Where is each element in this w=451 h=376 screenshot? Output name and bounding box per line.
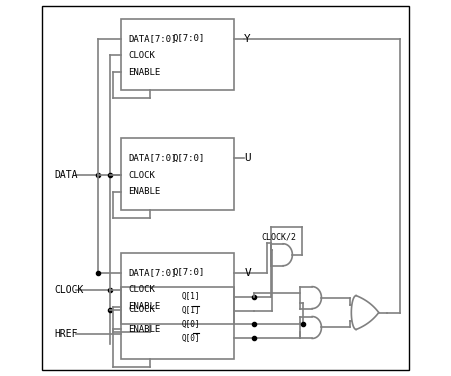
Text: HREF: HREF: [55, 329, 78, 340]
Text: Q[7:0]: Q[7:0]: [172, 34, 204, 43]
Text: Q[7:0]: Q[7:0]: [172, 268, 204, 277]
Text: DATA: DATA: [55, 170, 78, 180]
Text: CLOCK: CLOCK: [128, 171, 155, 180]
Text: Q[0]: Q[0]: [182, 334, 200, 343]
Text: ENABLE: ENABLE: [128, 325, 160, 334]
Text: DATA[7:0]: DATA[7:0]: [128, 34, 176, 43]
Text: CLOCK: CLOCK: [128, 285, 155, 294]
Text: Q[7:0]: Q[7:0]: [172, 154, 204, 162]
Text: Q[1]: Q[1]: [182, 306, 200, 315]
Text: ENABLE: ENABLE: [128, 302, 160, 311]
Text: ENABLE: ENABLE: [128, 188, 160, 197]
Text: DATA[7:0]: DATA[7:0]: [128, 268, 176, 277]
Text: CLOCK/2: CLOCK/2: [262, 232, 297, 241]
Text: Y: Y: [244, 33, 251, 44]
Text: CLOCK: CLOCK: [128, 51, 155, 60]
Text: CLOCK: CLOCK: [128, 305, 155, 314]
Text: DATA[7:0]: DATA[7:0]: [128, 154, 176, 162]
Text: V: V: [244, 268, 251, 278]
Text: U: U: [244, 153, 251, 163]
Text: ENABLE: ENABLE: [128, 68, 160, 77]
Text: CLOCK: CLOCK: [55, 285, 84, 295]
Text: Q[1]: Q[1]: [182, 292, 200, 301]
Text: Q[0]: Q[0]: [182, 320, 200, 329]
